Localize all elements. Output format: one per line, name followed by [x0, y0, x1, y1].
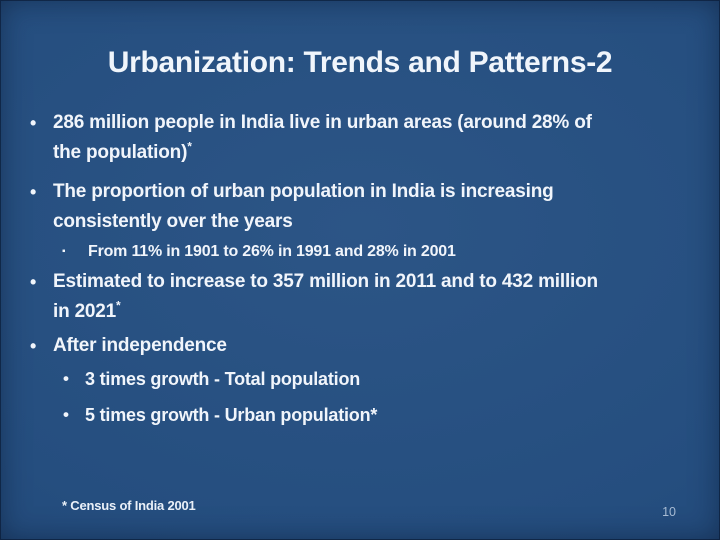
- bullet-text-main: 286 million people in India live in urba…: [53, 112, 592, 163]
- page-number: 10: [662, 505, 676, 519]
- bullet-icon: •: [30, 272, 37, 292]
- bullet-text-main: 3 times growth - Total population: [85, 369, 361, 389]
- bullet-text-main: 5 times growth - Urban population*: [85, 405, 378, 425]
- bullet-icon: •: [30, 113, 37, 133]
- bullet-text: Estimated to increase to 357 million in …: [53, 267, 598, 327]
- sub-bullet-text: From 11% in 1901 to 26% in 1991 and 28% …: [88, 240, 456, 264]
- sub-bullet-text: 5 times growth - Urban population*: [85, 402, 377, 428]
- sub-bullet-item-total-population-growth: • 3 times growth - Total population: [0, 366, 720, 392]
- round-sub-bullet-icon: •: [63, 405, 69, 424]
- square-bullet-icon: ▪: [62, 246, 66, 257]
- superscript-asterisk: *: [187, 139, 192, 154]
- bullet-text-main: From 11% in 1901 to 26% in 1991 and 28% …: [88, 243, 456, 260]
- sub-bullet-text: 3 times growth - Total population: [85, 366, 360, 392]
- bullet-text-main: After independence: [53, 335, 227, 356]
- sub-bullet-item-urban-population-growth: • 5 times growth - Urban population*: [0, 402, 720, 428]
- bullet-text: After independence: [53, 331, 227, 361]
- bullet-text: 286 million people in India live in urba…: [53, 108, 592, 168]
- bullet-item-after-independence: • After independence: [0, 331, 720, 361]
- superscript-asterisk: *: [116, 298, 121, 313]
- slide-title: Urbanization: Trends and Patterns-2: [107, 46, 613, 79]
- bullet-icon: •: [30, 182, 37, 202]
- bullet-list: • 286 million people in India live in ur…: [0, 108, 720, 428]
- bullet-icon: •: [30, 336, 37, 356]
- bullet-text-main: The proportion of urban population in In…: [53, 181, 554, 232]
- footnote: * Census of India 2001: [62, 498, 196, 513]
- bullet-text-main: Estimated to increase to 357 million in …: [53, 271, 598, 322]
- bullet-item-estimated-increase: • Estimated to increase to 357 million i…: [0, 267, 720, 327]
- bullet-text: The proportion of urban population in In…: [53, 177, 554, 237]
- bullet-item-urban-population: • 286 million people in India live in ur…: [0, 108, 720, 168]
- bullet-item-proportion-increasing: • The proportion of urban population in …: [0, 177, 720, 237]
- sub-bullet-item-percent-history: ▪ From 11% in 1901 to 26% in 1991 and 28…: [0, 240, 720, 264]
- round-sub-bullet-icon: •: [63, 369, 69, 388]
